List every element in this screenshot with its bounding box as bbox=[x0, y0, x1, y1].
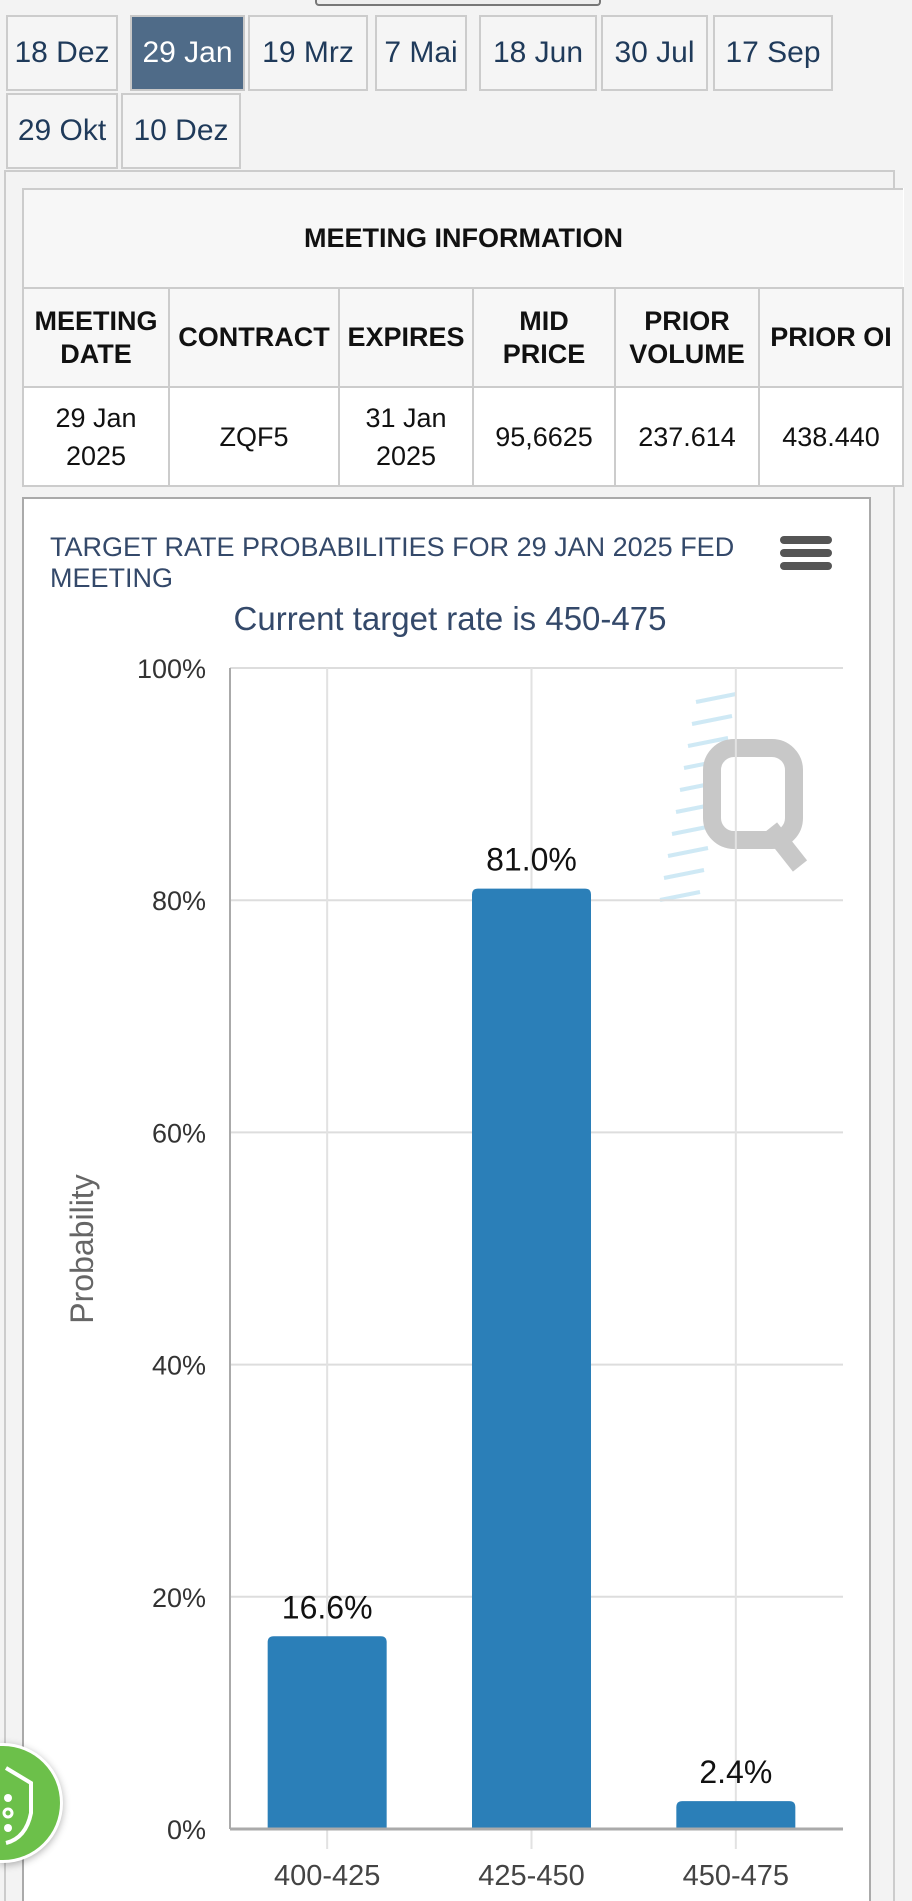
y-tick-label: 40% bbox=[152, 1351, 206, 1381]
tab-18-jun[interactable]: 18 Jun bbox=[479, 15, 597, 91]
table-cell: 31 Jan 2025 bbox=[338, 386, 474, 487]
watermark-stripe bbox=[659, 890, 701, 902]
cell-line: 438.440 bbox=[782, 421, 880, 452]
column-header: CONTRACT bbox=[168, 287, 340, 388]
cell-line: 31 Jan bbox=[365, 402, 447, 433]
header-line: PRIOR bbox=[644, 305, 730, 336]
tab-7-mai[interactable]: 7 Mai bbox=[375, 15, 467, 91]
cell-line: ZQF5 bbox=[219, 421, 289, 452]
tab-19-mrz[interactable]: 19 Mrz bbox=[248, 15, 368, 91]
header-line: DATE bbox=[60, 338, 132, 369]
tab-18-dez[interactable]: 18 Dez bbox=[6, 15, 118, 91]
table-cell: 438.440 bbox=[757, 386, 905, 487]
cell-line: 2025 bbox=[375, 440, 437, 471]
cell-line: 2025 bbox=[65, 440, 127, 471]
x-tick-label: 450-475 bbox=[683, 1860, 789, 1892]
q-logo-watermark bbox=[703, 739, 808, 872]
cell-line: 95,6625 bbox=[495, 421, 593, 452]
meeting-info-title: MEETING INFORMATION bbox=[21, 188, 904, 289]
shield-icon[interactable] bbox=[0, 1743, 63, 1863]
x-tick-label: 400-425 bbox=[274, 1860, 380, 1892]
column-header: PRIOR VOLUME bbox=[614, 287, 760, 388]
cell-line: 29 Jan bbox=[55, 402, 137, 433]
hamburger-menu-icon[interactable] bbox=[780, 536, 832, 574]
data-label: 2.4% bbox=[699, 1754, 772, 1790]
header-line: EXPIRES bbox=[347, 322, 465, 352]
x-tick-label: 425-450 bbox=[478, 1860, 584, 1892]
tab-17-sep[interactable]: 17 Sep bbox=[713, 15, 833, 91]
chart-subtitle: Current target rate is 450-475 bbox=[233, 600, 667, 637]
header-line: CONTRACT bbox=[178, 322, 330, 352]
watermark-stripe bbox=[687, 736, 729, 748]
tab-30-jul[interactable]: 30 Jul bbox=[601, 15, 708, 91]
bar bbox=[267, 1636, 387, 1829]
header-line: MID bbox=[519, 305, 569, 336]
y-tick-label: 60% bbox=[152, 1118, 206, 1148]
watermark-stripe bbox=[663, 868, 705, 880]
data-label: 81.0% bbox=[486, 842, 577, 878]
top-bar-handle bbox=[315, 0, 601, 6]
header-line: PRICE bbox=[502, 338, 586, 369]
bar bbox=[472, 888, 591, 1829]
bar bbox=[676, 1801, 796, 1829]
y-tick-label: 20% bbox=[152, 1583, 206, 1613]
data-label: 16.6% bbox=[282, 1589, 373, 1625]
table-cell: ZQF5 bbox=[168, 386, 340, 487]
table-cell: 29 Jan 2025 bbox=[22, 386, 170, 487]
chart-container bbox=[22, 497, 871, 1901]
column-header: MEETING DATE bbox=[22, 287, 170, 388]
column-header: MID PRICE bbox=[472, 287, 616, 388]
watermark-stripe bbox=[667, 846, 709, 858]
meeting-info-table: MEETING INFORMATION MEETING DATE CONTRACT E… bbox=[21, 188, 905, 487]
header-line: VOLUME bbox=[629, 338, 745, 369]
table-cell: 95,6625 bbox=[472, 386, 616, 487]
y-tick-label: 100% bbox=[137, 654, 206, 684]
tab-10-dez[interactable]: 10 Dez bbox=[121, 93, 241, 169]
y-tick-label: 0% bbox=[167, 1815, 206, 1845]
tab-29-okt[interactable]: 29 Okt bbox=[6, 93, 118, 169]
chart-title: TARGET RATE PROBABILITIES FOR 29 JAN 202… bbox=[50, 532, 735, 593]
watermark-stripe bbox=[695, 692, 737, 704]
y-tick-label: 80% bbox=[152, 886, 206, 916]
column-header: EXPIRES bbox=[338, 287, 474, 388]
header-line: PRIOR OI bbox=[770, 322, 892, 352]
column-header: PRIOR OI bbox=[757, 287, 905, 388]
watermark-stripe bbox=[691, 714, 733, 726]
table-cell: 237.614 bbox=[614, 386, 760, 487]
y-axis-label: Probability bbox=[64, 1174, 100, 1323]
tab-29-jan[interactable]: 29 Jan bbox=[130, 15, 245, 91]
cell-line: 237.614 bbox=[638, 421, 736, 452]
header-line: MEETING bbox=[34, 305, 158, 336]
